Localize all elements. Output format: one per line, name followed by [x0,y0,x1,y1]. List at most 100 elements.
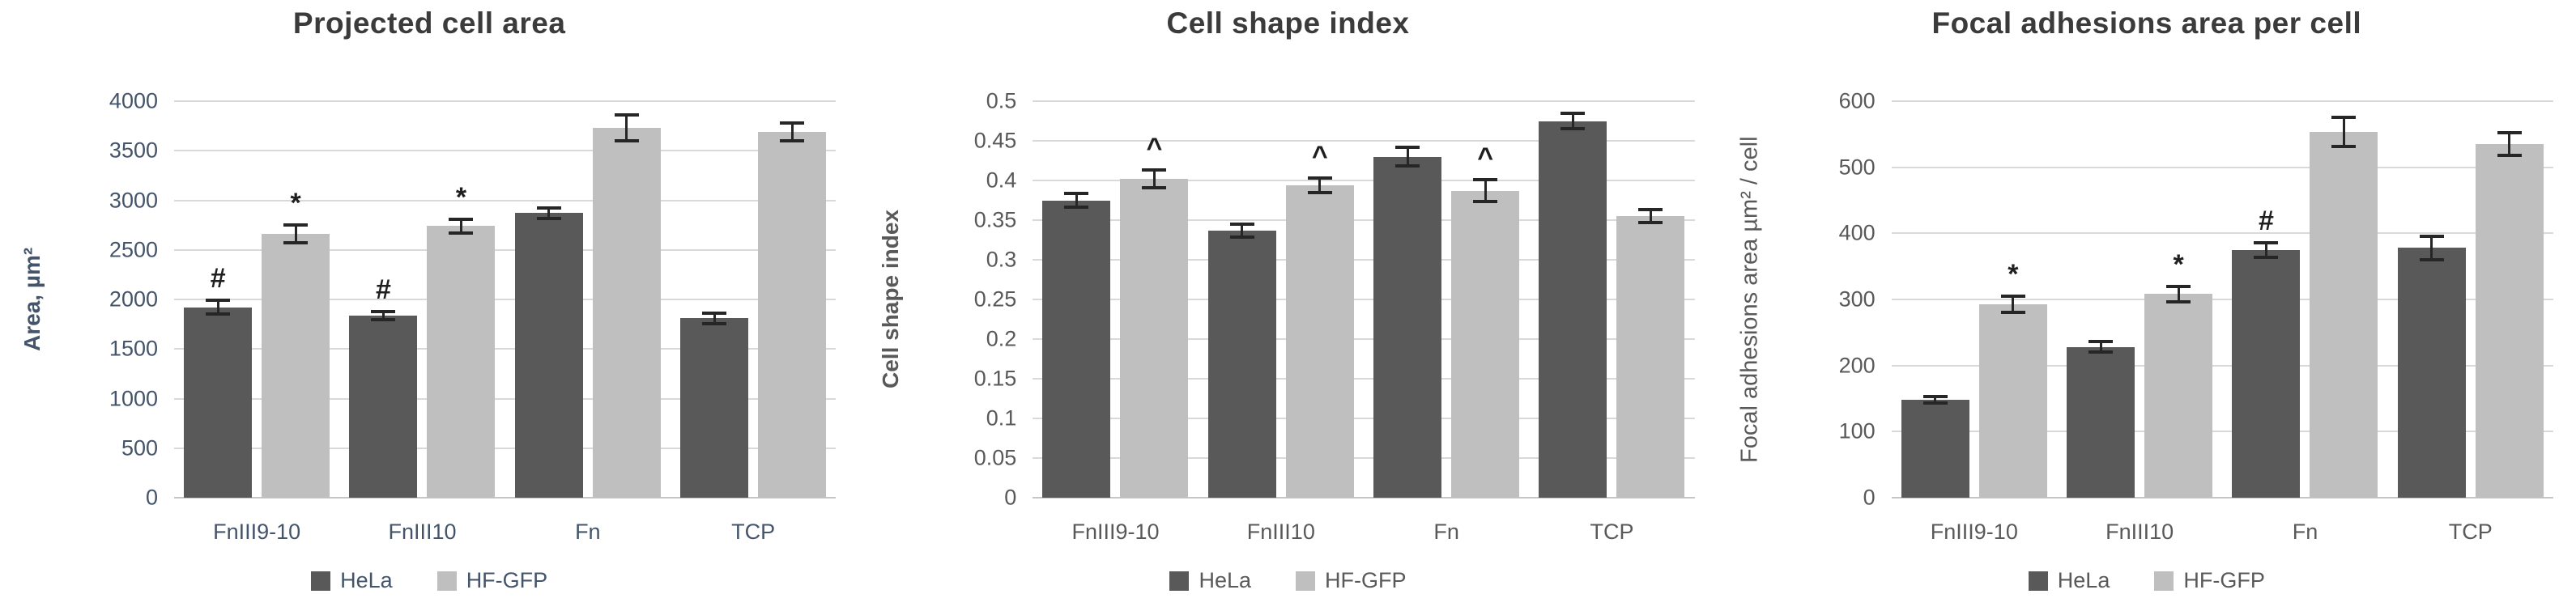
bar-hf-gfp-fn [1451,190,1520,498]
significance-marker: * [290,188,301,219]
chart-panel-cell-shape-index: Cell shape index Cell shape index 0 0.05 0… [858,0,1717,611]
y-tick-label: 4000 [109,88,158,113]
error-bar [1934,397,1937,404]
bar-hf-gfp-fniii10 [427,226,496,498]
y-tick-label: 0.4 [986,168,1017,193]
legend-item-hela: HeLa [2028,568,2110,593]
chart-title: Projected cell area [292,6,566,40]
y-tick-label: 0.15 [973,366,1017,391]
bar-hf-gfp-fn [592,128,661,498]
y-tick-label: 100 [1838,418,1876,443]
grid-line [174,397,837,400]
y-tick-label: 1500 [109,336,158,361]
bar-hela-fniii10 [2067,346,2135,498]
legend-item-hela: HeLa [1169,568,1251,593]
legend-item-hf-gfp: HF-GFP [1296,568,1407,593]
significance-marker: # [2259,205,2274,236]
legend: HeLa HF-GFP [0,568,858,593]
legend: HeLa HF-GFP [858,568,1717,593]
bar-hf-gfp-fniii9-10 [262,234,330,498]
grid-line [174,348,837,350]
error-bar [459,219,462,233]
y-tick-label: 500 [121,435,158,460]
plot-area: ^ ^ ^ [1033,100,1695,499]
grid-line [1033,100,1695,102]
x-axis-line [1891,497,2553,499]
y-axis: 0 500 1000 1500 2000 2500 3000 3500 4000 [49,90,166,508]
x-category-label: FnIII9-10 [1071,520,1160,544]
bar-group-tcp [2388,101,2553,498]
bar-hela-fniii9-10 [1901,400,1969,498]
bar-group-tcp [1529,101,1694,498]
bar-hf-gfp-fniii10 [2144,294,2213,498]
grid-line [1033,457,1695,459]
x-axis-line [174,497,837,499]
y-axis-title: Focal adhesions area µm² / cell [1736,136,1763,463]
y-tick-label: 0.5 [986,88,1017,113]
y-tick-label: 0 [145,485,158,510]
y-tick-label: 0.25 [973,286,1017,312]
legend-item-hf-gfp: HF-GFP [436,568,547,593]
error-bar [790,122,794,141]
bar-group-fniii9-10: ^ [1033,101,1198,498]
significance-marker: * [2173,248,2184,280]
bar-group-fniii10: # * [339,101,505,498]
legend-item-hf-gfp: HF-GFP [2154,568,2265,593]
bar-hela-fniii9-10 [184,307,253,498]
error-bar [1571,112,1574,129]
bar-hela-fn [514,213,583,498]
y-tick-label: 2500 [109,237,158,262]
y-tick-label: 400 [1838,220,1876,245]
error-bar [1318,178,1322,193]
grid-line [1033,219,1695,221]
significance-marker: * [2008,258,2019,290]
bar-hela-fniii9-10 [1042,200,1111,498]
grid-line [1033,259,1695,261]
error-bar [216,300,219,315]
grid-line [174,150,837,152]
grid-line [1033,140,1695,142]
legend-swatch [1296,571,1316,591]
error-bar [2508,133,2511,155]
x-category-label: FnIII9-10 [1930,520,2018,544]
legend-swatch [2028,571,2048,591]
grid-line [1891,100,2553,102]
grid-line [174,447,837,449]
error-bar [1075,193,1078,208]
legend-label: HF-GFP [2183,568,2265,592]
legend-swatch [311,571,331,591]
error-bar [1241,223,1244,237]
x-category-label: FnIII10 [388,520,457,544]
bar-hela-tcp [2397,248,2466,498]
plot-area: # * # * [174,100,837,499]
grid-line [1033,180,1695,181]
x-axis-line [1033,497,1695,499]
x-category-label: Fn [2292,520,2318,544]
x-category-label: TCP [731,520,776,544]
error-bar [1649,210,1652,223]
bar-group-fniii10: * [2057,101,2222,498]
x-axis: FnIII9-10 FnIII10 Fn TCP [1892,520,2553,549]
x-category-label: Fn [575,520,601,544]
y-tick-label: 0.05 [973,445,1017,470]
chart-panel-projected-cell-area: Projected cell area Area, µm² 0 500 1000 15… [0,0,858,611]
significance-marker: ^ [1477,142,1494,174]
bar-hela-tcp [680,318,749,498]
bar-group-fn [505,101,671,498]
plot-area: * * # [1891,100,2553,499]
bar-group-fniii9-10: * [1892,101,2057,498]
error-bar [294,225,297,244]
bar-group-fn: ^ [1364,101,1529,498]
grid-line [174,299,837,300]
grid-line [1033,378,1695,380]
legend: HeLa HF-GFP [1718,568,2576,593]
y-tick-label: 2000 [109,286,158,312]
significance-marker: ^ [1146,133,1163,164]
significance-marker: * [455,181,467,213]
x-axis: FnIII9-10 FnIII10 Fn TCP [174,520,836,549]
bar-group-fniii10: ^ [1199,101,1364,498]
chart-title: Cell shape index [1166,6,1410,40]
grid-line [1891,431,2553,433]
x-axis: FnIII9-10 FnIII10 Fn TCP [1033,520,1694,549]
y-axis: 0 0.05 0.1 0.15 0.2 0.25 0.3 0.35 0.4 0.45 0.5 [907,90,1024,508]
